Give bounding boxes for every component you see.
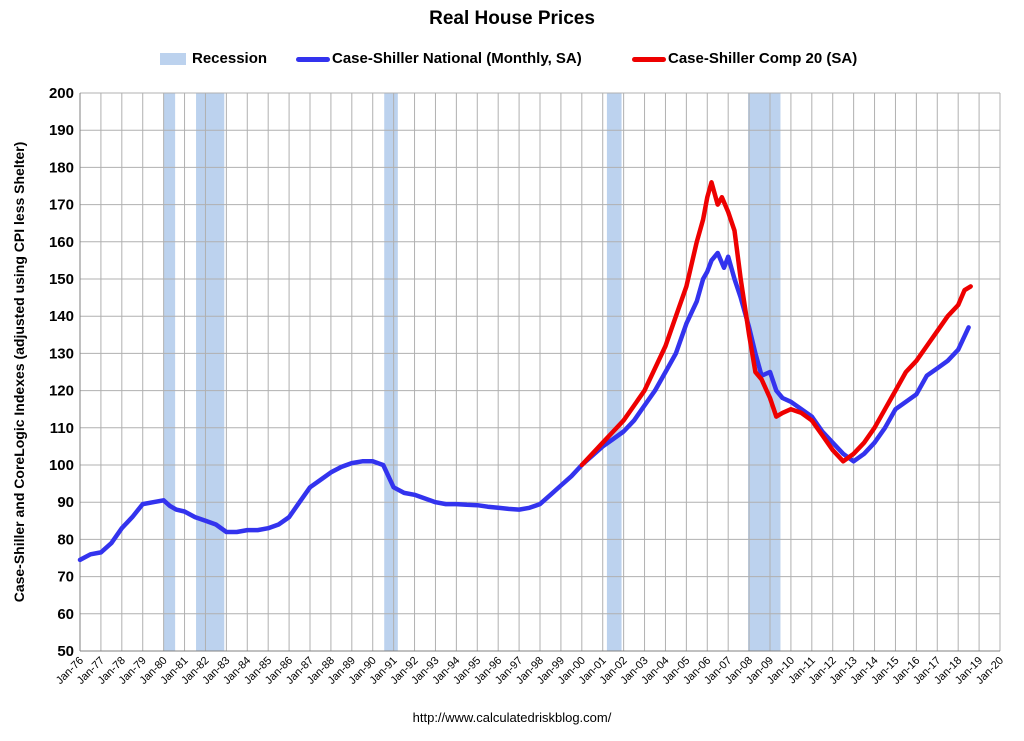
legend-swatch-national [296,56,330,62]
y-tick-label-8: 130 [49,345,74,362]
legend-label-comp20: Case-Shiller Comp 20 (SA) [668,50,858,67]
series-line-national [77,250,971,563]
legend-swatch-comp20 [632,56,666,62]
chart-legend: Recession Case-Shiller National (Monthly… [0,50,1024,72]
y-tick-label-9: 140 [49,308,74,325]
y-tick-label-15: 200 [49,85,74,102]
y-tick-label-0: 50 [57,643,74,660]
legend-label-national: Case-Shiller National (Monthly, SA) [332,50,582,67]
y-tick-label-14: 190 [49,122,74,139]
legend-item-national: Case-Shiller National (Monthly, SA) [296,50,582,67]
y-tick-label-10: 150 [49,271,74,288]
recession-band-0 [163,93,176,651]
y-tick-label-11: 160 [49,234,74,251]
y-tick-label-4: 90 [57,494,74,511]
y-tick-label-13: 180 [49,159,74,176]
legend-item-recession: Recession [160,50,267,67]
legend-swatch-recession [160,53,186,66]
y-tick-label-1: 60 [57,606,74,623]
legend-label-recession: Recession [192,50,268,67]
y-tick-label-3: 80 [57,531,74,548]
y-tick-label-7: 120 [49,383,74,400]
y-tick-label-2: 70 [57,569,74,586]
series-line-comp20 [579,180,973,468]
recession-band-3 [606,93,622,651]
recession-band-2 [384,93,398,651]
chart-title: Real House Prices [429,8,595,29]
legend-item-comp20: Case-Shiller Comp 20 (SA) [632,50,857,67]
y-tick-label-12: 170 [49,197,74,214]
y-tick-label-6: 110 [50,420,74,437]
recession-band-1 [196,93,225,651]
y-tick-label-5: 100 [49,457,74,474]
recession-band-4 [748,93,781,651]
source-url: http://www.calculatedriskblog.com/ [412,710,612,725]
